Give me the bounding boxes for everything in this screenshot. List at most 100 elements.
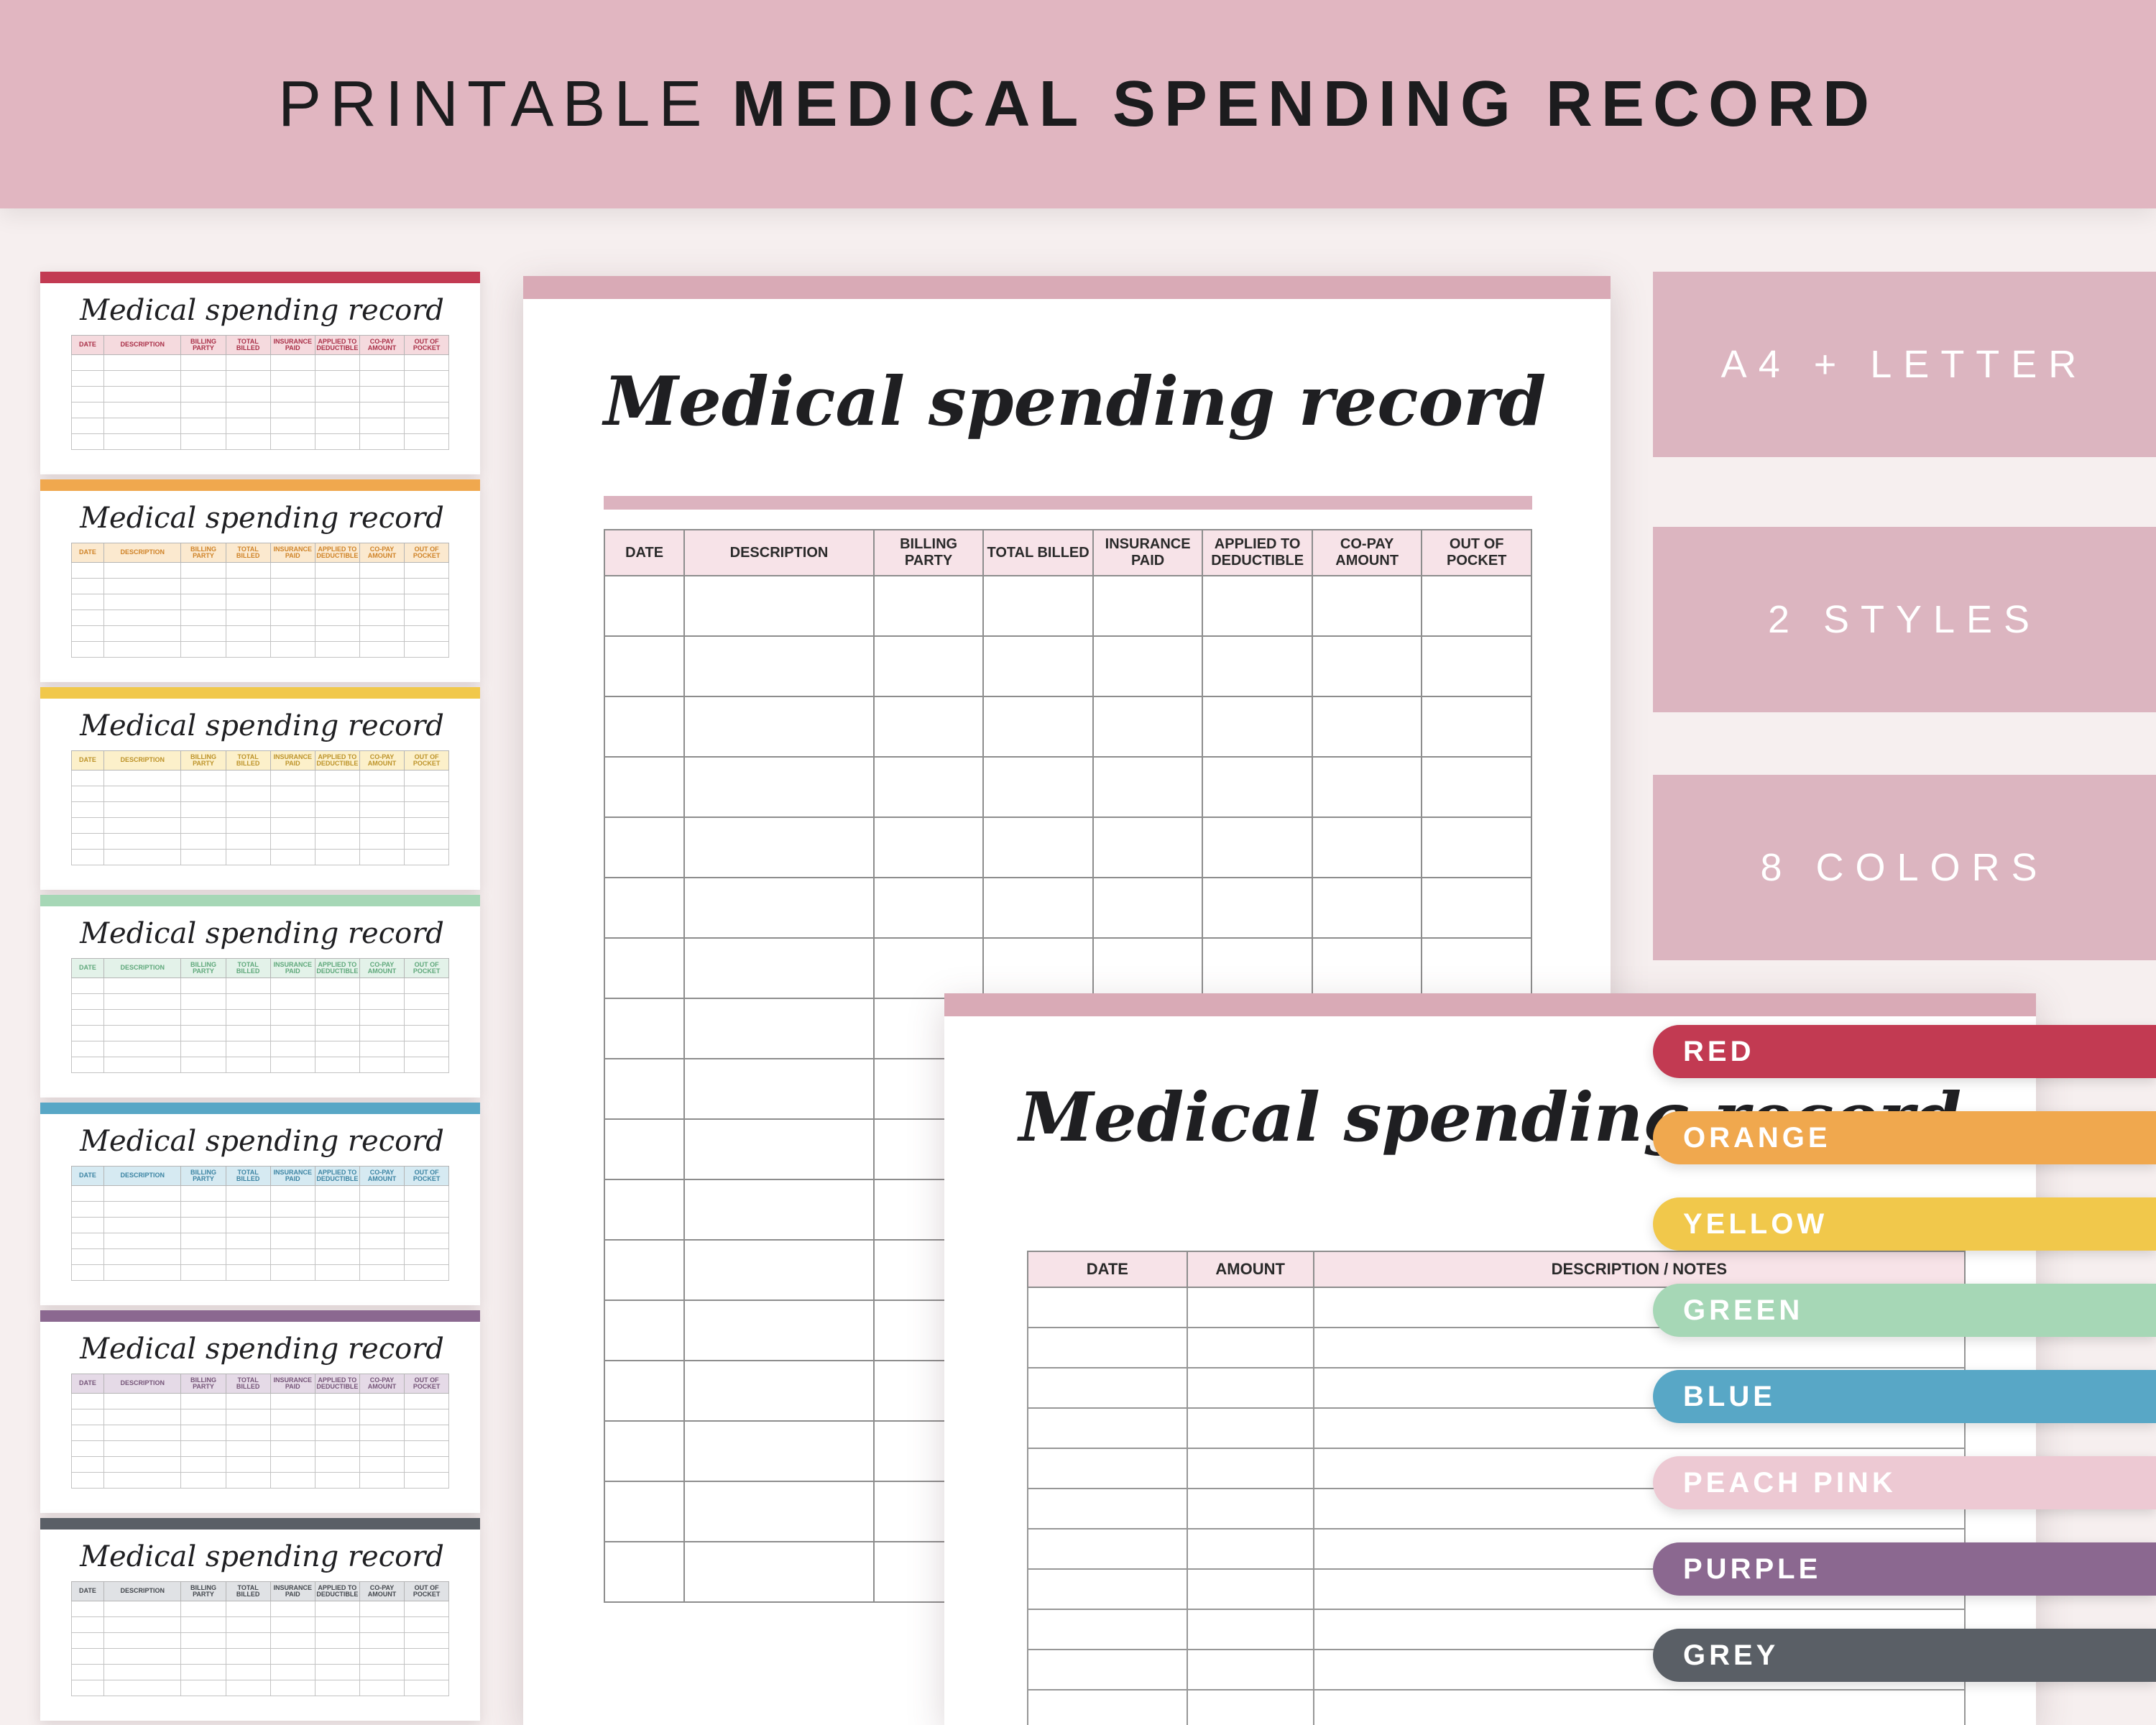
mini-column-header: OUT OF POCKET	[404, 1581, 450, 1601]
empty-cell	[683, 1420, 875, 1482]
empty-cell	[359, 1264, 405, 1281]
empty-cell	[314, 1456, 360, 1473]
empty-cell	[1092, 756, 1204, 818]
thumbnail-yellow: Medical spending record DATE DESCRIPTION BI…	[40, 687, 480, 890]
empty-cell	[359, 1601, 405, 1617]
empty-cell	[225, 402, 271, 418]
empty-cell	[404, 993, 450, 1010]
style2-header-row: DATE AMOUNT DESCRIPTION / NOTES	[1027, 1251, 1966, 1288]
empty-cell	[180, 1601, 226, 1617]
mini-column-header: INSURANCE PAID	[270, 1166, 315, 1186]
empty-cell	[225, 625, 271, 642]
thumb-script-title: Medical spending record	[80, 1125, 444, 1158]
mini-header-row: DATE DESCRIPTION BILLING PARTY TOTAL BILLED…	[70, 958, 450, 978]
empty-cell	[359, 1217, 405, 1233]
color-swatch-orange: ORANGE	[1653, 1111, 2156, 1164]
empty-cell	[404, 1440, 450, 1457]
empty-cell	[225, 386, 271, 402]
empty-cell	[1027, 1367, 1188, 1409]
empty-cell	[70, 993, 105, 1010]
empty-cell	[270, 1041, 315, 1057]
empty-cell	[359, 1041, 405, 1057]
empty-cell	[180, 641, 226, 658]
empty-row	[70, 1185, 450, 1202]
style1-header-row: DATE DESCRIPTION BILLING PARTY TOTAL BILLED…	[603, 529, 1532, 576]
empty-row	[70, 625, 450, 642]
empty-row	[70, 610, 450, 626]
empty-cell	[70, 1616, 105, 1633]
empty-cell	[1027, 1689, 1188, 1725]
empty-cell	[225, 594, 271, 610]
empty-cell	[70, 1472, 105, 1489]
empty-cell	[270, 1632, 315, 1649]
empty-cell	[314, 1664, 360, 1680]
color-swatch-green: GREEN	[1653, 1284, 2156, 1337]
empty-cell	[270, 641, 315, 658]
empty-cell	[359, 402, 405, 418]
empty-cell	[103, 610, 182, 626]
banner: PRINTABLE MEDICAL SPENDING RECORD	[0, 0, 2156, 208]
empty-cell	[1027, 1407, 1188, 1449]
empty-cell	[603, 1360, 686, 1422]
empty-row	[70, 1648, 450, 1665]
empty-cell	[70, 1601, 105, 1617]
style1-column-header: TOTAL BILLED	[982, 529, 1094, 576]
empty-cell	[1421, 816, 1532, 878]
mini-column-header: BILLING PARTY	[180, 750, 226, 770]
empty-cell	[103, 433, 182, 450]
empty-row	[603, 635, 1532, 697]
mini-column-header: DESCRIPTION	[103, 958, 182, 978]
empty-cell	[404, 1025, 450, 1041]
empty-cell	[359, 1185, 405, 1202]
empty-cell	[314, 418, 360, 434]
empty-row	[70, 1456, 450, 1473]
empty-cell	[683, 877, 875, 939]
empty-cell	[1202, 877, 1313, 939]
empty-cell	[103, 1648, 182, 1665]
empty-cell	[180, 625, 226, 642]
empty-cell	[103, 562, 182, 579]
empty-cell	[180, 402, 226, 418]
empty-cell	[1421, 635, 1532, 697]
color-swatch-peach-pink: PEACH PINK	[1653, 1456, 2156, 1509]
mini-column-header: BILLING PARTY	[180, 1374, 226, 1394]
empty-cell	[103, 1664, 182, 1680]
empty-cell	[359, 1648, 405, 1665]
empty-cell	[225, 1409, 271, 1425]
mini-column-header: DATE	[70, 1166, 105, 1186]
empty-cell	[1311, 635, 1423, 697]
mini-column-header: INSURANCE PAID	[270, 750, 315, 770]
empty-cell	[404, 1233, 450, 1249]
empty-row	[70, 402, 450, 418]
empty-cell	[314, 386, 360, 402]
empty-cell	[270, 1472, 315, 1489]
empty-cell	[270, 1185, 315, 1202]
style1-column-header: BILLING PARTY	[872, 529, 985, 576]
thumb-color-bar	[40, 1518, 480, 1530]
empty-cell	[982, 635, 1094, 697]
color-swatch-red: RED	[1653, 1025, 2156, 1078]
empty-row	[603, 816, 1532, 878]
empty-cell	[270, 1664, 315, 1680]
mini-column-header: OUT OF POCKET	[404, 958, 450, 978]
empty-cell	[359, 610, 405, 626]
empty-row	[70, 1025, 450, 1041]
empty-cell	[603, 1239, 686, 1301]
empty-cell	[70, 1217, 105, 1233]
empty-cell	[314, 1233, 360, 1249]
mini-column-header: OUT OF POCKET	[404, 543, 450, 563]
empty-cell	[603, 1420, 686, 1482]
empty-cell	[180, 354, 226, 371]
empty-cell	[404, 1648, 450, 1665]
thumb-mini-table: DATE DESCRIPTION BILLING PARTY TOTAL BILLED…	[70, 1374, 450, 1489]
empty-cell	[314, 833, 360, 850]
mini-column-header: TOTAL BILLED	[225, 750, 271, 770]
empty-cell	[603, 937, 686, 999]
empty-cell	[225, 770, 271, 786]
empty-cell	[603, 1300, 686, 1361]
mini-column-header: APPLIED TO DEDUCTIBLE	[314, 1581, 360, 1601]
thumb-mini-table: DATE DESCRIPTION BILLING PARTY TOTAL BILLED…	[70, 335, 450, 450]
empty-cell	[1027, 1488, 1188, 1530]
empty-cell	[103, 1472, 182, 1489]
empty-cell	[70, 386, 105, 402]
